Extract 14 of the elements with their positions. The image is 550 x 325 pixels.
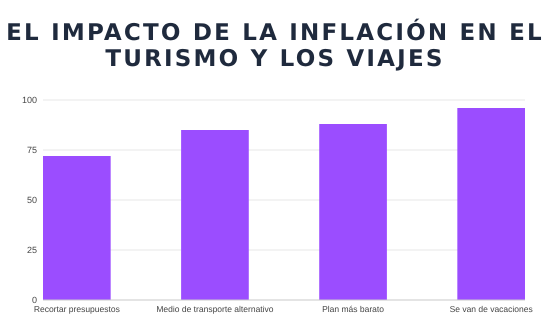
y-tick-label: 75	[26, 145, 37, 156]
bar	[319, 124, 387, 300]
bar	[457, 108, 525, 300]
chart-title: EL IMPACTO DE LA INFLACIÓN EN EL TURISMO Y LOS VIAJES	[6, 18, 544, 72]
x-tick-label: Plan más barato	[322, 304, 384, 314]
x-tick-label: Se van de vacaciones	[450, 304, 533, 314]
x-tick-label: Recortar presupuestos	[34, 304, 120, 314]
bar	[43, 156, 111, 300]
y-tick-label: 100	[22, 95, 37, 106]
y-tick-label: 25	[26, 245, 37, 256]
bar	[181, 130, 249, 300]
y-tick-label: 0	[32, 295, 37, 306]
y-tick-label: 50	[26, 195, 37, 206]
x-tick-label: Medio de transporte alternativo	[156, 304, 274, 314]
